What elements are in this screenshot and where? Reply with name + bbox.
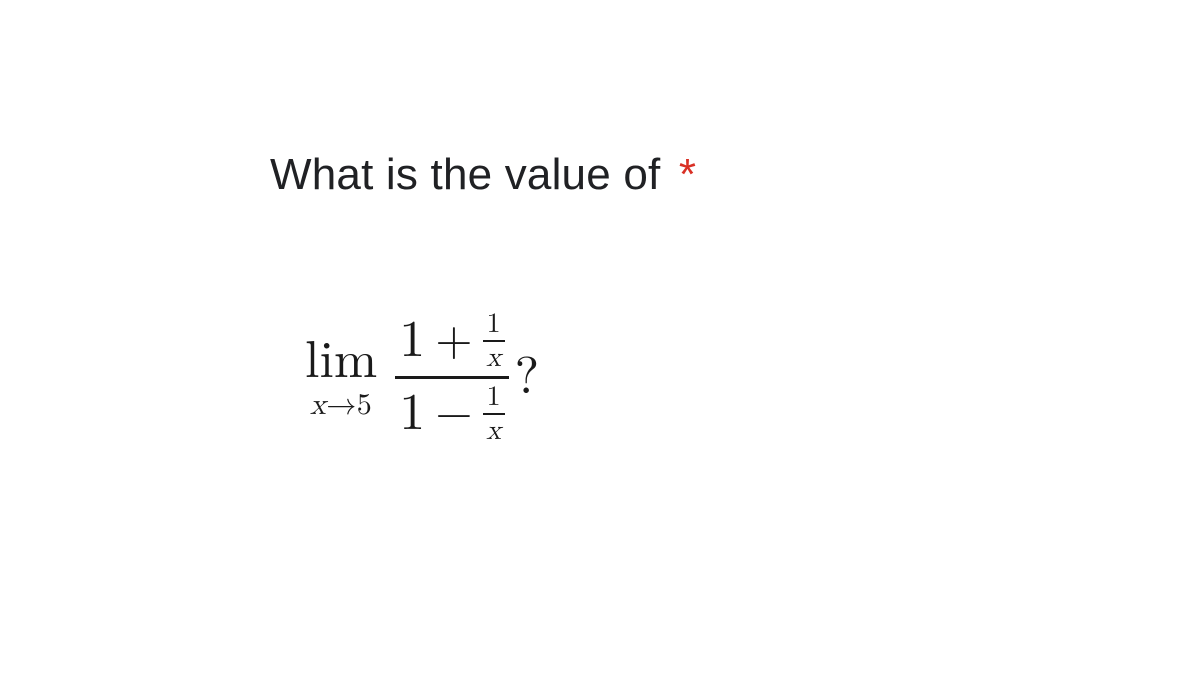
denominator-minus: − xyxy=(435,390,472,438)
limit-variable: x xyxy=(310,390,326,420)
page-container: What is the value of * lim x→5 1 + 1 x 1 xyxy=(0,0,1200,675)
denominator-subfraction-bottom: x xyxy=(486,417,501,445)
main-fraction-bar xyxy=(395,376,508,379)
numerator-subfraction: 1 x xyxy=(483,310,505,372)
denominator: 1 − 1 x xyxy=(395,383,508,445)
limit-label: lim xyxy=(305,336,377,388)
numerator-plus: + xyxy=(435,317,472,365)
limit-subscript: x→5 xyxy=(310,390,372,420)
denominator-subfraction-bar xyxy=(483,413,505,415)
numerator-subfraction-bar xyxy=(483,340,505,342)
limit-value: 5 xyxy=(357,390,373,420)
numerator-one: 1 xyxy=(399,315,425,367)
question-mark: ? xyxy=(515,347,540,409)
question-text: What is the value of * xyxy=(270,150,696,200)
limit-expression: lim x→5 1 + 1 x 1 − 1 xyxy=(305,310,539,445)
limit-arrow: → xyxy=(326,390,357,420)
denominator-one: 1 xyxy=(399,388,425,440)
question-label: What is the value of xyxy=(270,150,660,199)
numerator-subfraction-top: 1 xyxy=(487,310,501,338)
required-asterisk: * xyxy=(679,150,696,199)
numerator: 1 + 1 x xyxy=(395,310,508,372)
limit-operator: lim x→5 xyxy=(305,336,377,420)
numerator-subfraction-bottom: x xyxy=(486,344,501,372)
denominator-subfraction-top: 1 xyxy=(487,383,501,411)
denominator-subfraction: 1 x xyxy=(483,383,505,445)
main-fraction: 1 + 1 x 1 − 1 x xyxy=(395,310,508,445)
